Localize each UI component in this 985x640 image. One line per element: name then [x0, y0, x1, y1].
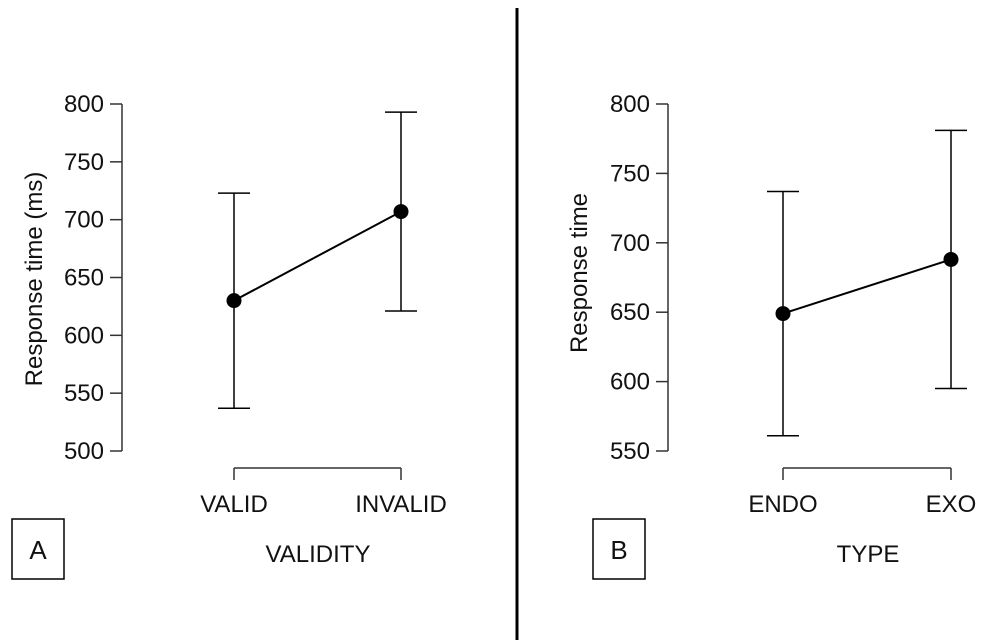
panel-b-y-axis-title: Response time	[566, 193, 593, 353]
panel-a-label: A	[29, 535, 47, 565]
panel-b-data-point	[775, 306, 791, 322]
panel-a-y-axis-title: Response time (ms)	[21, 172, 48, 387]
panel-a-data-point	[393, 204, 409, 220]
panel-a-label-box	[11, 518, 65, 580]
panel-a-x-axis-title: VALIDITY	[266, 541, 371, 568]
panel-b-label-box	[592, 518, 646, 580]
panel-a-y-tick-label: 700	[64, 207, 104, 234]
panel-a-series-line	[233, 210, 402, 302]
panel-b-y-tick-label: 750	[610, 160, 650, 187]
panel-b-y-tick-label: 550	[610, 438, 650, 465]
panel-a-x-tick-label: INVALID	[355, 491, 447, 518]
panel-a-y-tick-label: 550	[64, 380, 104, 407]
panel-b-data-point	[943, 251, 959, 267]
panel-b-y-tick-label: 800	[610, 91, 650, 118]
panel-b-x-axis-title: TYPE	[837, 541, 900, 568]
panel-a-y-tick-label: 600	[64, 322, 104, 349]
panel-b-x-tick-label: ENDO	[748, 491, 817, 518]
panel-b-label: B	[610, 535, 627, 565]
panel-b-x-tick-label: EXO	[926, 491, 977, 518]
panel-b-y-tick-label: 650	[610, 299, 650, 326]
panel-b-y-tick-label: 600	[610, 369, 650, 396]
panel-b-series-line	[782, 258, 952, 315]
panel-a-data-point	[226, 293, 242, 309]
panel-a-y-tick-label: 800	[64, 91, 104, 118]
panel-b-y-tick-label: 700	[610, 230, 650, 257]
panel-a-y-tick-label: 500	[64, 438, 104, 465]
panel-a-y-tick-label: 750	[64, 149, 104, 176]
panel-a-x-tick-label: VALID	[200, 491, 268, 518]
panel-a-y-tick-label: 650	[64, 265, 104, 292]
